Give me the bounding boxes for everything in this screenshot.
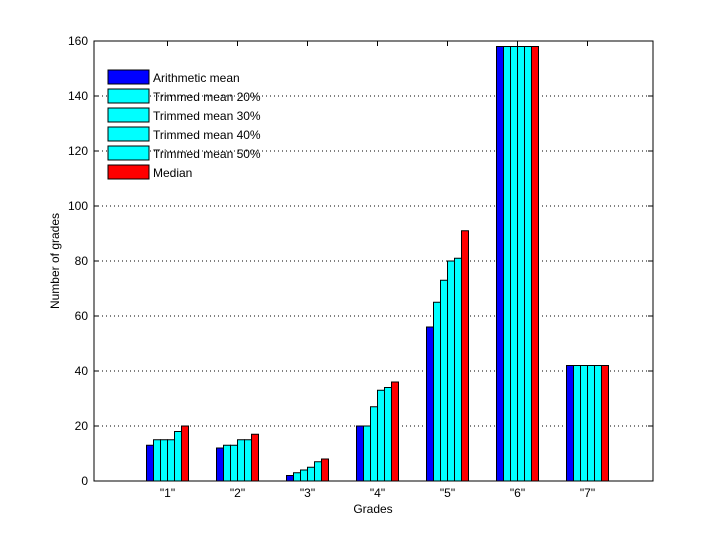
bar [377, 389, 385, 482]
bar [356, 425, 364, 482]
bar [594, 365, 602, 482]
bar [307, 466, 315, 482]
bar [531, 46, 539, 482]
bar [237, 439, 245, 482]
y-tick-label: 20 [75, 419, 89, 433]
bar [300, 469, 308, 482]
legend-label: Arithmetic mean [153, 71, 240, 85]
bar [524, 46, 532, 482]
x-tick-label: "3" [300, 486, 315, 500]
y-tick-label: 40 [75, 364, 89, 378]
bar [293, 472, 301, 482]
legend-swatch [107, 126, 150, 142]
legend-swatch [107, 145, 150, 161]
bar [503, 46, 511, 482]
legend-label: Median [153, 166, 192, 180]
y-tick-label: 120 [68, 144, 88, 158]
bar [566, 365, 574, 482]
x-axis-label: Grades [353, 502, 392, 516]
bar [384, 387, 392, 482]
bar [440, 279, 448, 482]
bar [216, 447, 224, 482]
bar [223, 444, 231, 482]
y-tick-label: 100 [68, 199, 88, 213]
bar [587, 365, 595, 482]
y-axis-ticks: 0 20 40 60 80 100 120 140 160 [68, 34, 653, 488]
x-tick-label: "2" [230, 486, 245, 500]
bar [286, 475, 294, 482]
legend-swatch [107, 88, 150, 104]
legend-swatch [107, 69, 150, 85]
bar [461, 230, 469, 482]
bar [230, 444, 238, 482]
bar [363, 425, 371, 482]
bar [146, 444, 154, 482]
bar [153, 439, 161, 482]
x-axis-ticks: "1" "2" "3" "4" "5" "6" "7" [160, 41, 595, 500]
bar [391, 381, 399, 482]
bar [370, 406, 378, 482]
y-tick-label: 0 [81, 474, 88, 488]
y-tick-label: 160 [68, 34, 88, 48]
bar [510, 46, 518, 482]
legend-label: Trimmed mean 30% [153, 109, 261, 123]
bar [181, 425, 189, 482]
bar [580, 365, 588, 482]
x-tick-label: "7" [580, 486, 595, 500]
legend-swatch [107, 107, 150, 123]
bar [426, 326, 434, 482]
bar [601, 365, 609, 482]
x-tick-label: "5" [440, 486, 455, 500]
bar [167, 439, 175, 482]
x-tick-label: "1" [160, 486, 175, 500]
legend-label: Trimmed mean 50% [153, 147, 261, 161]
legend-swatch [107, 164, 150, 180]
bar [244, 439, 252, 482]
legend: Arithmetic mean Trimmed mean 20% Trimmed m… [107, 69, 261, 180]
x-tick-label: "6" [510, 486, 525, 500]
legend-label: Trimmed mean 40% [153, 128, 261, 142]
bar [433, 301, 441, 482]
bar [573, 365, 581, 482]
bar [160, 439, 168, 482]
bar [517, 46, 525, 482]
y-tick-label: 60 [75, 309, 89, 323]
bar [321, 458, 329, 482]
bar [496, 46, 504, 482]
y-tick-label: 80 [75, 254, 89, 268]
x-tick-label: "4" [370, 486, 385, 500]
bar [454, 257, 462, 482]
y-axis-label: Number of grades [48, 213, 62, 309]
bar [251, 433, 259, 482]
y-tick-label: 140 [68, 89, 88, 103]
bar [447, 260, 455, 482]
legend-label: Trimmed mean 20% [153, 90, 261, 104]
bar [314, 461, 322, 482]
bar [174, 431, 182, 482]
